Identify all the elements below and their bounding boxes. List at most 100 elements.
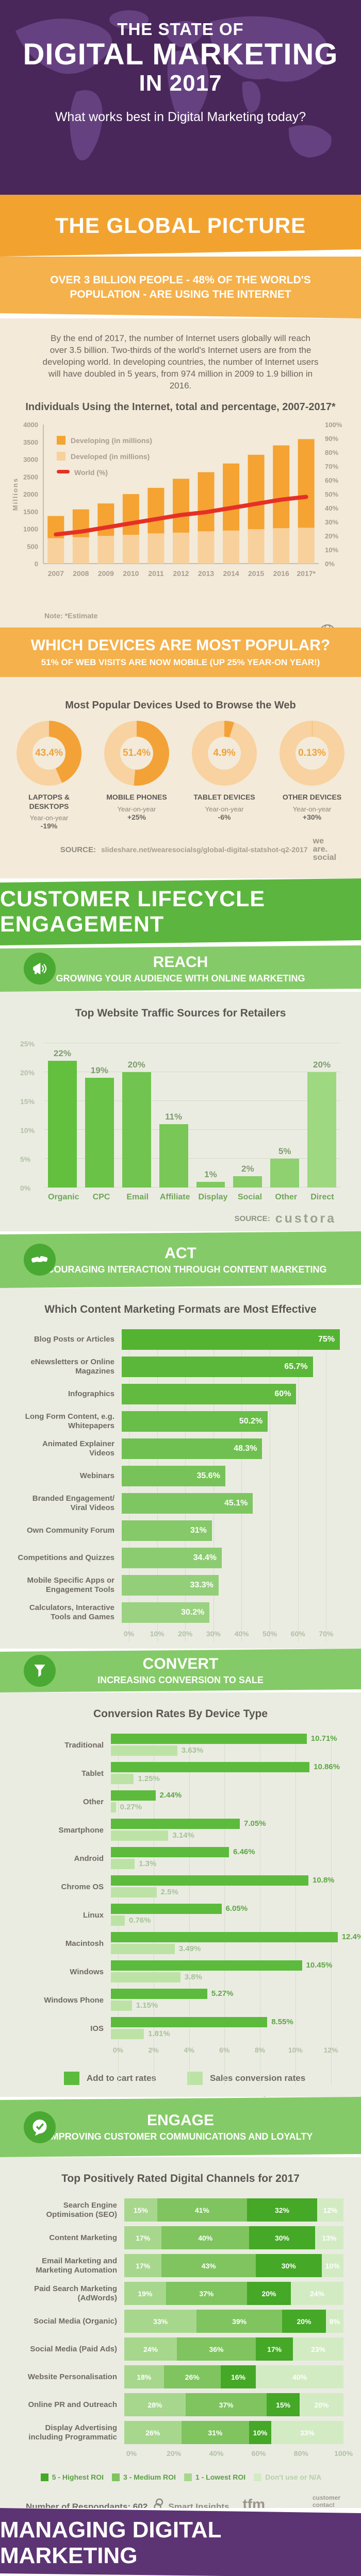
convert-band: CONVERT INCREASING CONVERSION TO SALE (0, 1649, 361, 1692)
svg-text:100%: 100% (325, 421, 342, 429)
svg-text:Developed (in millions): Developed (in millions) (71, 452, 150, 461)
devices-body: Most Popular Devices Used to Browse the … (0, 677, 361, 878)
svg-text:2007: 2007 (48, 569, 64, 578)
channels-chart: Search Engine Optimisation (SEO) 15% 41% 32… (0, 2198, 361, 2481)
devices-chart-title: Most Popular Devices Used to Browse the … (65, 700, 296, 711)
svg-text:Developing (in millions): Developing (in millions) (71, 436, 152, 445)
chart-note: Note: *Estimate (44, 611, 98, 620)
stage-subtitle: IMPROVING CUSTOMER COMMUNICATIONS AND LO… (48, 2131, 313, 2142)
page-subtitle: What works best in Digital Marketing tod… (55, 109, 306, 124)
content-formats-chart: Blog Posts or Articles 75% eNewsletters or… (0, 1329, 361, 1642)
conversion-section: Conversion Rates By Device Type Traditio… (0, 1692, 361, 2097)
formats-chart-title: Which Content Marketing Formats are Most… (44, 1303, 317, 1315)
svg-text:10%: 10% (325, 546, 338, 554)
svg-text:World (%): World (%) (74, 468, 108, 477)
svg-text:500: 500 (27, 543, 38, 550)
we-are-social-logo: we are. social (313, 837, 336, 862)
svg-text:1000: 1000 (23, 525, 38, 533)
svg-text:80%: 80% (325, 449, 338, 456)
check-bubble-icon (24, 2111, 56, 2143)
stage-title: REACH (153, 953, 208, 971)
section-title: CUSTOMER LIFECYCLE ENGAGEMENT (0, 887, 266, 937)
section-subtitle: OVER 3 BILLION PEOPLE - 48% OF THE WORLD… (50, 274, 311, 300)
channels-section: Top Positively Rated Digital Channels fo… (0, 2157, 361, 2508)
svg-text:2017*: 2017* (297, 569, 316, 578)
custora-logo: custora (275, 1211, 336, 1226)
device-donut: 51.4% MOBILE PHONES Year-on-year +25% (98, 721, 175, 830)
svg-text:90%: 90% (325, 435, 338, 443)
stage-title: ACT (165, 1244, 196, 1262)
conversion-chart: Traditional 10.71% 3.63% Tablet 10.86% 1.25% O… (0, 1734, 361, 2085)
device-donut: 43.4% LAPTOPS & DESKTOPS Year-on-year -19% (10, 721, 88, 830)
traffic-chart: 0% 5% 10% 15% 20% 25% 22% 19% 20% 11% 1% 2% 5% 20% Org… (0, 1040, 361, 1202)
global-picture-band: THE GLOBAL PICTURE (0, 195, 361, 257)
stage-subtitle: GROWING YOUR AUDIENCE WITH ONLINE MARKET… (56, 973, 305, 984)
svg-text:2500: 2500 (23, 473, 38, 481)
stage-subtitle: INCREASING CONVERSION TO SALE (97, 1675, 264, 1685)
svg-text:2011: 2011 (148, 569, 164, 578)
svg-text:2008: 2008 (73, 569, 89, 578)
svg-text:2014: 2014 (223, 569, 239, 578)
section-subtitle: 51% OF WEB VISITS ARE NOW MOBILE (UP 25%… (41, 657, 320, 667)
global-paragraph: By the end of 2017, the number of Intern… (42, 333, 319, 391)
svg-text:4000: 4000 (23, 421, 38, 429)
svg-text:1500: 1500 (23, 507, 38, 515)
handshake-icon (24, 1244, 56, 1276)
svg-text:2012: 2012 (173, 569, 189, 578)
devices-donut-chart: 43.4% LAPTOPS & DESKTOPS Year-on-year -19% 5… (0, 721, 361, 830)
svg-text:Millions: Millions (11, 477, 19, 510)
device-donut: 4.9% TABLET DEVICES Year-on-year -6% (186, 721, 263, 830)
traffic-section: Top Website Traffic Sources for Retailer… (0, 992, 361, 1231)
stage-title: ENGAGE (146, 2112, 215, 2129)
svg-text:3500: 3500 (23, 438, 38, 446)
channels-chart-title: Top Positively Rated Digital Channels fo… (61, 2173, 300, 2184)
svg-text:2015: 2015 (248, 569, 264, 578)
devices-band: WHICH DEVICES ARE MOST POPULAR? 51% OF W… (0, 628, 361, 677)
svg-text:2000: 2000 (23, 490, 38, 498)
source-label: SOURCE: (60, 845, 96, 854)
svg-text:50%: 50% (325, 490, 338, 498)
global-picture-body: By the end of 2017, the number of Intern… (0, 318, 361, 628)
stage-title: CONVERT (142, 1655, 219, 1672)
itu-logo: ITU (319, 624, 336, 628)
tfm-logo: tfmtechnology for marketing (242, 2496, 265, 2508)
hero-header: THE STATE OF DIGITAL MARKETING IN 2017 W… (0, 0, 361, 195)
svg-text:2013: 2013 (198, 569, 214, 578)
source-url: slideshare.net/wearesocialsg/global-digi… (101, 845, 308, 854)
page-title-line2: DIGITAL MARKETING (23, 38, 338, 71)
section-title: WHICH DEVICES ARE MOST POPULAR? (30, 637, 331, 654)
reach-band: REACH GROWING YOUR AUDIENCE WITH ONLINE … (0, 945, 361, 992)
global-picture-subband: OVER 3 BILLION PEOPLE - 48% OF THE WORLD… (0, 257, 361, 318)
svg-text:20%: 20% (325, 532, 338, 540)
internet-users-chart: .tk{fill:#a79e91;font-size:13px;font-wei… (10, 416, 351, 611)
engage-band: ENGAGE IMPROVING CUSTOMER COMMUNICATIONS… (0, 2097, 361, 2157)
conversion-chart-title: Conversion Rates By Device Type (93, 1708, 268, 1720)
world-map-background (0, 0, 361, 195)
svg-text:70%: 70% (325, 463, 338, 470)
internet-users-chart-title: Individuals Using the Internet, total an… (25, 401, 336, 413)
page-title-line3: IN 2017 (139, 70, 222, 96)
svg-text:30%: 30% (325, 518, 338, 526)
svg-text:2009: 2009 (98, 569, 114, 578)
device-donut: 0.13% OTHER DEVICES Year-on-year +30% (273, 721, 351, 830)
page-title-line1: THE STATE OF (117, 20, 244, 39)
svg-text:0: 0 (35, 560, 38, 568)
traffic-chart-title: Top Website Traffic Sources for Retailer… (75, 1007, 286, 1019)
respondents-count: Number of Respondants: 602 (26, 2501, 148, 2508)
lifecycle-band: CUSTOMER LIFECYCLE ENGAGEMENT (0, 878, 361, 945)
funnel-icon (24, 1655, 56, 1687)
act-band: ACT ENCOURAGING INTERACTION THROUGH CONT… (0, 1231, 361, 1288)
source-label: SOURCE: (234, 1214, 270, 1223)
svg-text:2010: 2010 (123, 569, 139, 578)
svg-text:2016: 2016 (273, 569, 289, 578)
section-title: MANAGING DIGITAL MARKETING (0, 2517, 221, 2568)
section-title: THE GLOBAL PICTURE (55, 213, 306, 238)
monetate-logo: monetate (257, 2095, 336, 2097)
svg-text:0%: 0% (325, 560, 335, 568)
svg-text:3000: 3000 (23, 455, 38, 463)
content-formats-section: Which Content Marketing Formats are Most… (0, 1288, 361, 1649)
smart-insights-logo: Smart Insights (154, 2498, 229, 2508)
svg-text:40%: 40% (325, 504, 338, 512)
svg-text:60%: 60% (325, 477, 338, 484)
megaphone-icon (24, 953, 56, 985)
